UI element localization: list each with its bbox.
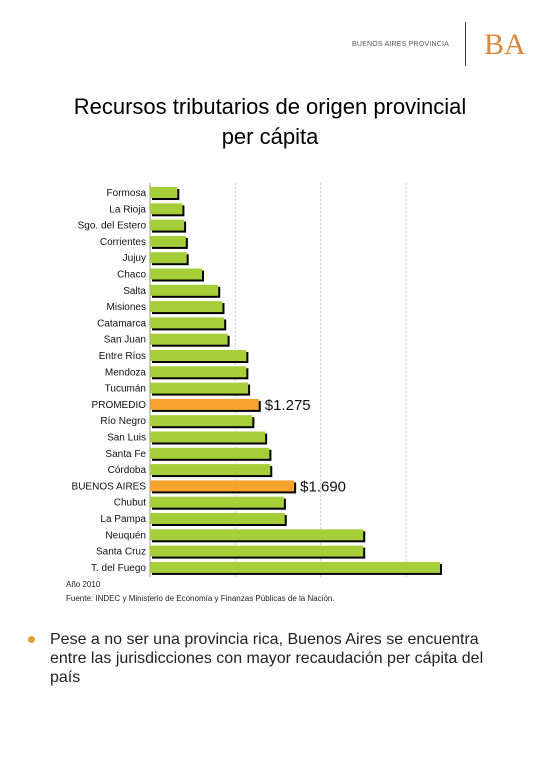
data-label: $1.690 — [300, 478, 346, 495]
category-label: T. del Fuego — [91, 563, 146, 574]
category-label: La Pampa — [100, 514, 146, 525]
bar-san-luis — [150, 431, 266, 443]
category-label: Catamarca — [97, 318, 146, 329]
category-label: Chaco — [117, 270, 146, 281]
category-label: Jujuy — [123, 253, 146, 264]
bar-buenos-aires — [150, 480, 295, 492]
bar-chaco — [150, 268, 203, 280]
bar-chubut — [150, 496, 284, 508]
category-label: BUENOS AIRES — [72, 481, 147, 492]
bullet-text: Pese a no ser una provincia rica, Buenos… — [50, 631, 484, 686]
bar-santa-cruz — [150, 545, 364, 557]
category-label: Misiones — [107, 302, 146, 313]
category-label: Santa Fe — [105, 449, 146, 460]
bar-san-juan — [150, 333, 228, 345]
bar-c-rdoba — [150, 464, 271, 476]
bullet-icon — [28, 636, 35, 643]
category-label: La Rioja — [109, 204, 146, 215]
category-label: Neuquén — [105, 530, 146, 541]
category-label: Formosa — [107, 188, 147, 199]
page-title: Recursos tributarios de origen provincia… — [0, 92, 540, 152]
title-line-2: per cápita — [221, 124, 319, 149]
category-label: Mendoza — [105, 367, 147, 378]
bar-r-o-negro — [150, 415, 253, 427]
category-label: Córdoba — [108, 465, 147, 476]
bar-entre-r-os — [150, 350, 247, 361]
bar-formosa — [150, 187, 178, 198]
brand-divider — [465, 22, 466, 66]
bar-misiones — [150, 301, 223, 313]
footnote-source: Fuente: INDEC y Ministerio de Economía y… — [66, 594, 335, 603]
bar-la-rioja — [150, 203, 183, 215]
bar-santa-fe — [150, 447, 270, 459]
footnote-year: Año 2010 — [66, 580, 101, 589]
category-label: Río Negro — [100, 416, 146, 427]
bar-t-del-fuego — [150, 561, 440, 573]
category-label: Entre Ríos — [99, 351, 146, 362]
category-label: Tucumán — [105, 384, 146, 395]
bar-la-pampa — [150, 513, 285, 524]
category-label: Sgo. del Estero — [78, 221, 147, 232]
category-label: Chubut — [114, 498, 146, 509]
category-label: Santa Cruz — [96, 547, 146, 558]
bar-catamarca — [150, 317, 225, 329]
data-label: $1.275 — [265, 397, 311, 414]
category-label: San Juan — [104, 335, 146, 346]
category-label: San Luis — [107, 433, 146, 444]
bar-corrientes — [150, 235, 186, 247]
bar-mendoza — [150, 366, 247, 378]
brand-text: BUENOS AIRES PROVINCIA — [352, 41, 449, 48]
brand-header: BUENOS AIRES PROVINCIA BA — [352, 22, 532, 68]
ba-logo: BA — [484, 28, 526, 61]
bar-jujuy — [150, 252, 187, 264]
title-line-1: Recursos tributarios de origen provincia… — [73, 94, 467, 119]
bar-salta — [150, 284, 219, 296]
category-label: Salta — [123, 286, 146, 297]
tax-per-capita-bar-chart: Formosa La Rioja Sgo. del Estero Corrientes… — [72, 183, 442, 577]
bar-sgo-del-estero — [150, 219, 185, 231]
bar-promedio — [150, 398, 259, 410]
category-label: Corrientes — [100, 237, 146, 248]
bar-neuqu-n — [150, 529, 364, 541]
bar-tucum-n — [150, 382, 249, 394]
category-label: PROMEDIO — [92, 400, 147, 411]
